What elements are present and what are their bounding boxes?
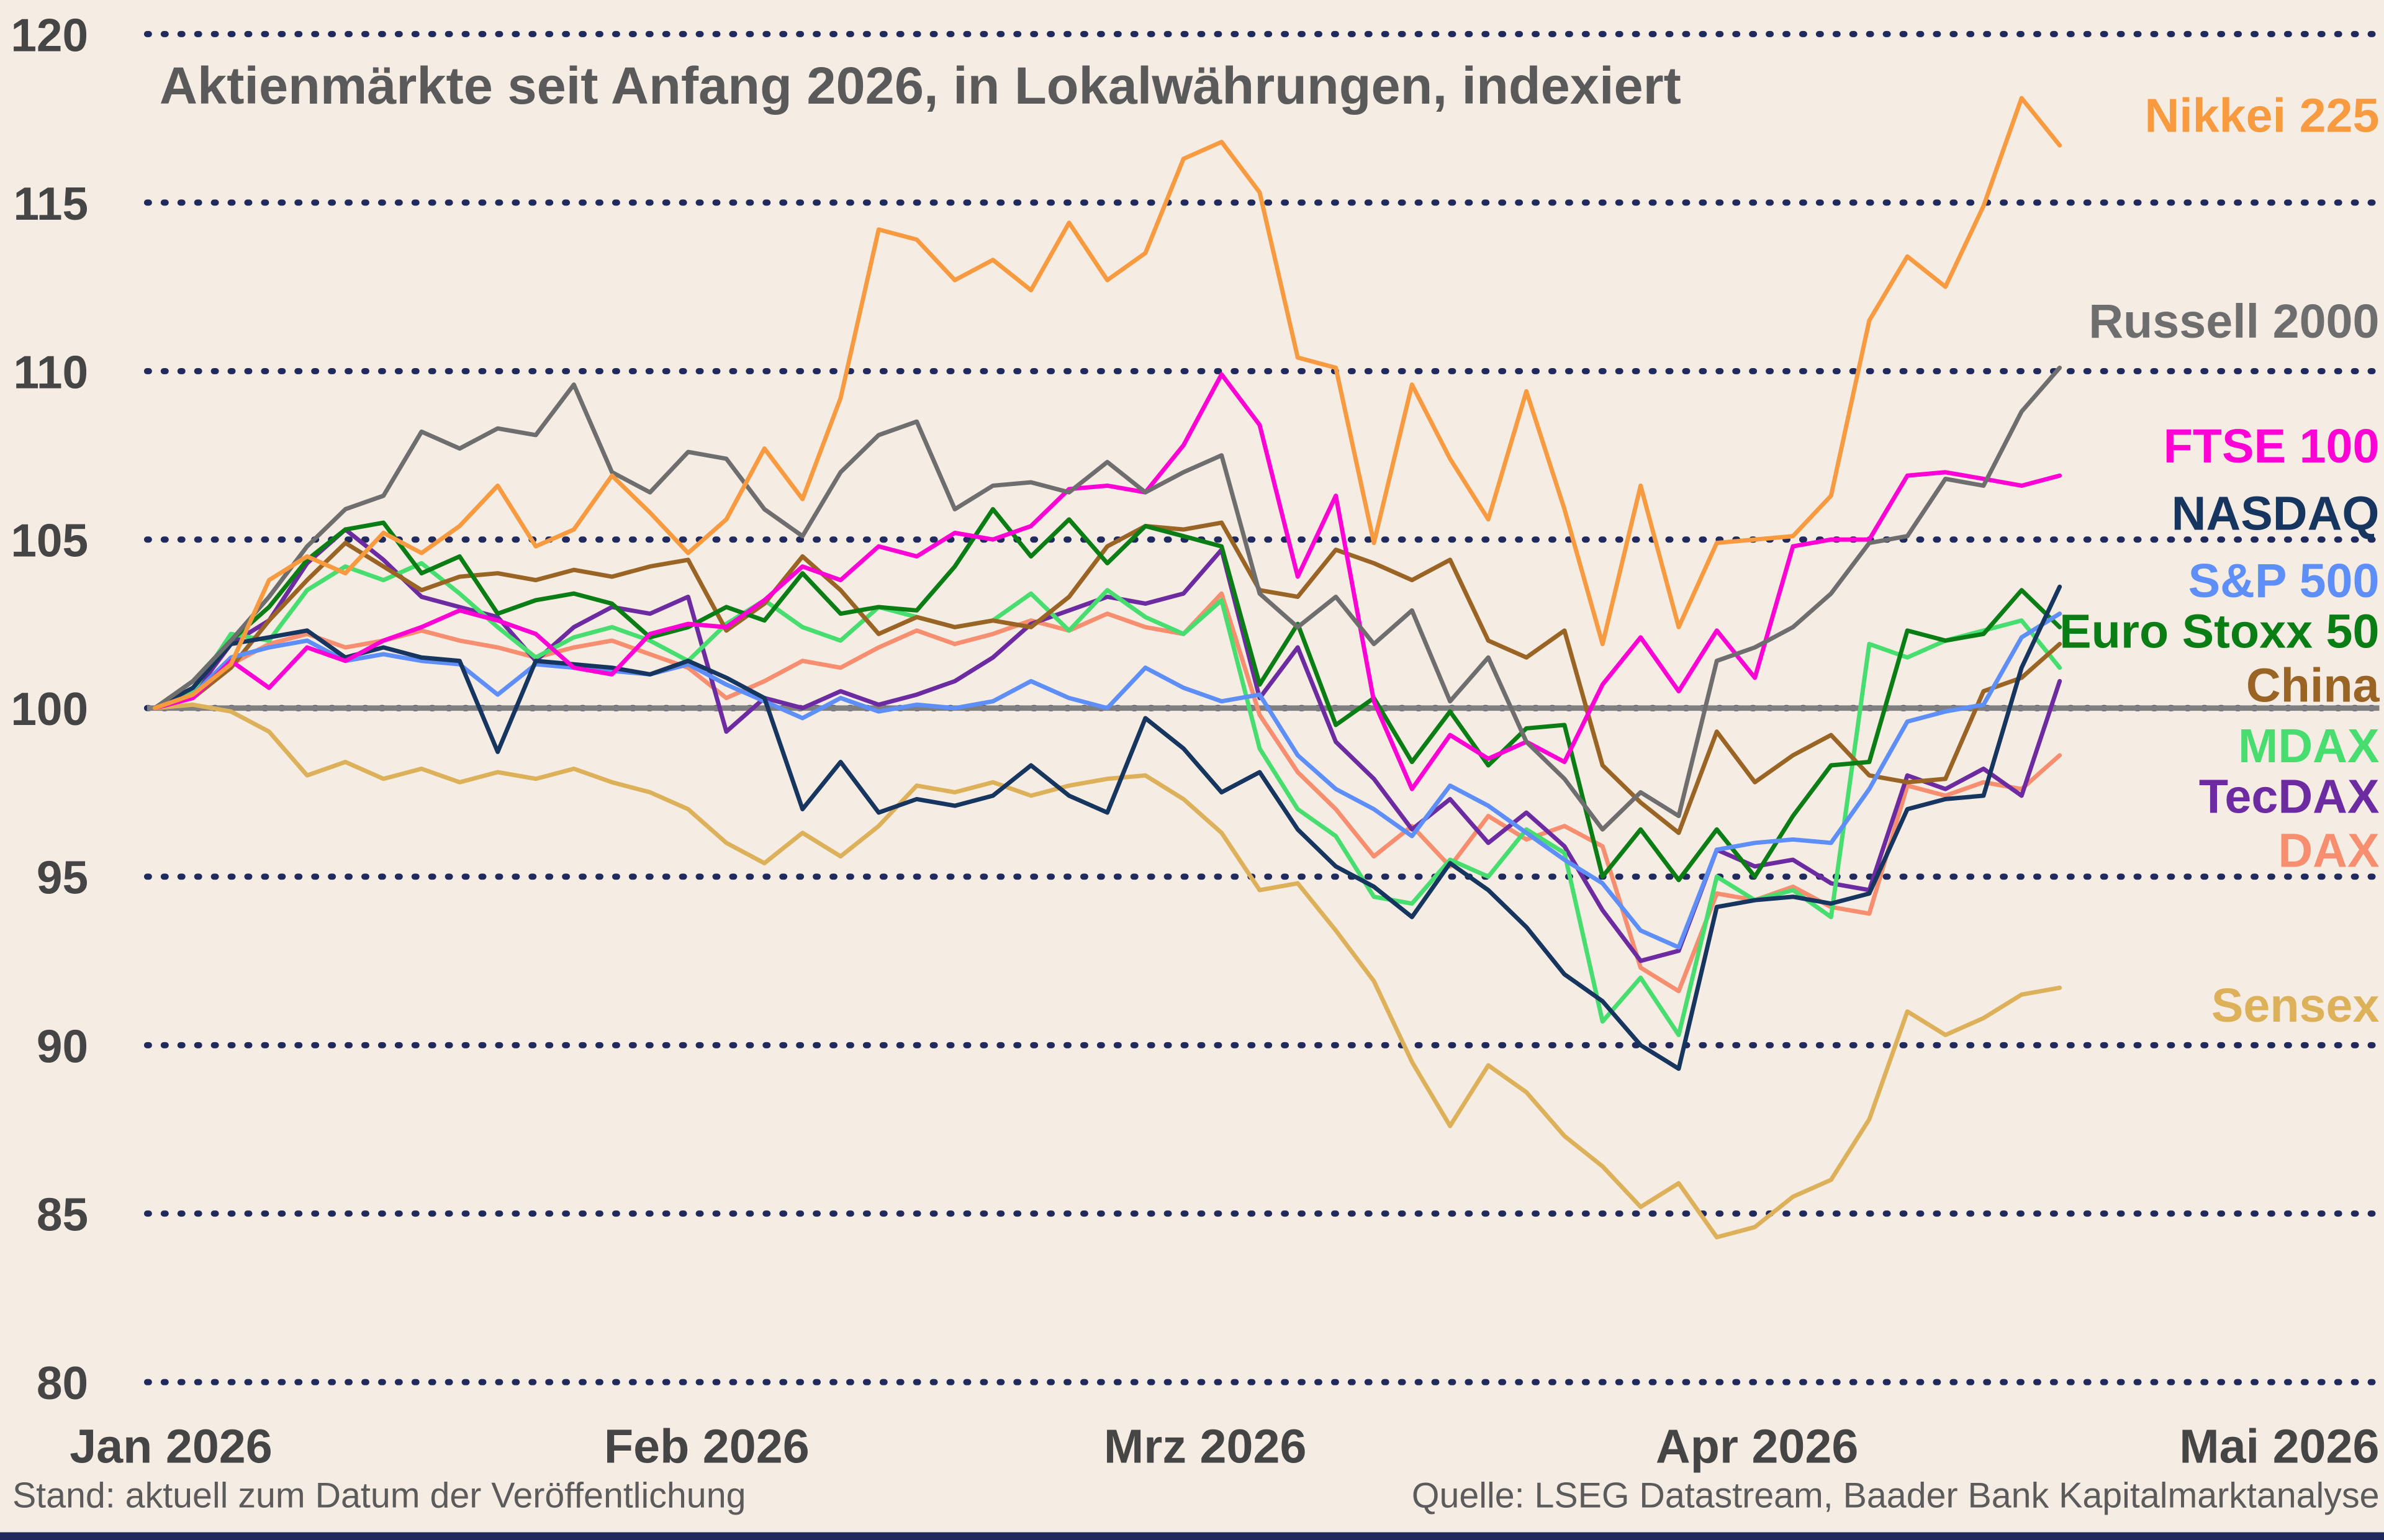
series-label-china: China [2246, 659, 2380, 712]
y-tick-label-110: 110 [13, 346, 88, 398]
footnote-stand: Stand: aktuell zum Datum der Veröffentli… [12, 1476, 746, 1516]
bottom-border [0, 1532, 2384, 1540]
chart-title: Aktienmärkte seit Anfang 2026, in Lokalw… [160, 56, 1681, 115]
series-label-euro-stoxx-50: Euro Stoxx 50 [2059, 605, 2379, 658]
x-axis-label-feb-2026: Feb 2026 [604, 1420, 810, 1473]
x-axis-label-mai-2026: Mai 2026 [2179, 1420, 2379, 1473]
series-line-s-p-500 [152, 611, 2062, 950]
series-line-russell-2000 [152, 365, 2062, 832]
y-tick-label-100: 100 [11, 683, 88, 735]
series-label-sensex: Sensex [2211, 979, 2380, 1032]
y-tick-label-80: 80 [37, 1357, 88, 1409]
series-label-s-p-500: S&P 500 [2188, 554, 2380, 608]
series-line-euro-stoxx-50 [152, 507, 2062, 883]
series-label-dax: DAX [2278, 824, 2379, 877]
x-axis-label-apr-2026: Apr 2026 [1656, 1420, 1858, 1473]
y-tick-label-95: 95 [37, 852, 88, 904]
series-line-dax [152, 591, 2062, 994]
y-tick-label-120: 120 [11, 9, 88, 61]
series-line-nasdaq [152, 584, 2062, 1071]
series-lines [152, 96, 2062, 1240]
x-axis-month-labels: Jan 2026 Feb 2026 Mrz 2026 Apr 2026 Mai 2026 [70, 1420, 2379, 1473]
x-axis-label-mrz-2026: Mrz 2026 [1104, 1420, 1306, 1473]
series-label-russell-2000: Russell 2000 [2088, 295, 2379, 348]
series-line-mdax [152, 561, 2062, 1037]
series-line-nikkei-225 [152, 96, 2062, 711]
series-label-ftse-100: FTSE 100 [2164, 420, 2380, 473]
series-label-mdax: MDAX [2238, 719, 2380, 773]
series-label-nikkei-225: Nikkei 225 [2144, 89, 2379, 143]
series-end-labels: Nikkei 225 Russell 2000 FTSE 100 NASDAQ S&P … [2059, 89, 2380, 1032]
series-line-china [152, 520, 2062, 835]
series-label-nasdaq: NASDAQ [2172, 487, 2380, 540]
y-tick-label-115: 115 [13, 178, 88, 230]
series-label-tecdax: TecDAX [2199, 770, 2380, 823]
x-axis-label-jan-2026: Jan 2026 [70, 1420, 273, 1473]
source-note: Quelle: LSEG Datastream, Baader Bank Kap… [1412, 1476, 2380, 1516]
series-line-sensex [152, 702, 2062, 1240]
y-tick-label-90: 90 [37, 1020, 88, 1072]
y-tick-label-105: 105 [11, 515, 88, 567]
y-tick-label-85: 85 [37, 1189, 88, 1241]
series-line-ftse-100 [152, 372, 2062, 791]
y-axis-tick-labels: 120 115 110 105 100 95 90 85 80 [11, 9, 88, 1409]
